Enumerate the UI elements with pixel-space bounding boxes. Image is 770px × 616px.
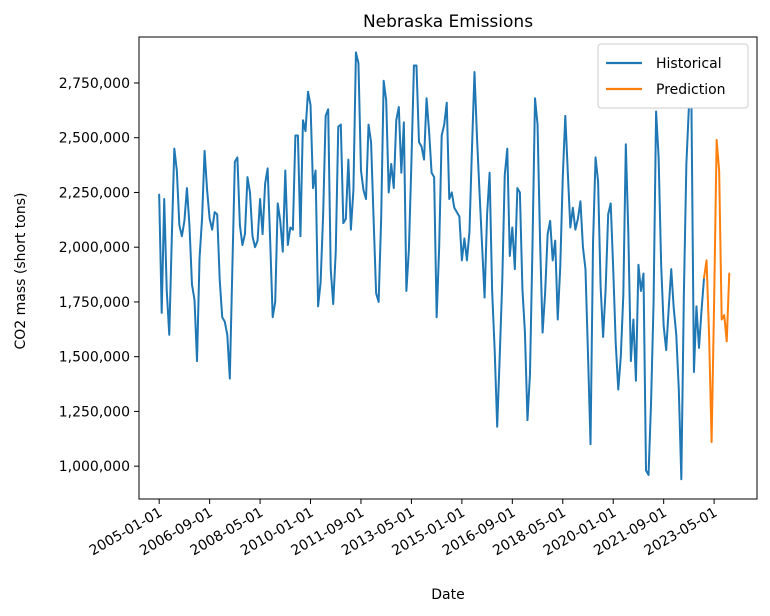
y-axis: 1,000,000 1,250,000 1,500,000 1,750,000 2,00… [59, 76, 139, 475]
y-tick-label: 1,250,000 [59, 404, 130, 420]
x-axis-label: Date [431, 587, 464, 603]
legend-box [597, 43, 749, 109]
series-line-prediction [703, 138, 731, 444]
plot-frame [138, 36, 758, 500]
series-lines [158, 51, 731, 481]
x-axis: 2005-01-012006-09-012008-05-012010-01-01… [87, 499, 720, 559]
y-tick-label: 1,500,000 [59, 350, 130, 366]
y-axis-label: CO2 mass (short tons) [13, 193, 29, 350]
y-tick-label: 2,750,000 [59, 76, 130, 92]
legend-label-prediction: Prediction [656, 82, 726, 98]
y-tick-label: 2,250,000 [59, 185, 130, 201]
plot-area: 2005-01-012006-09-012008-05-012010-01-01… [59, 36, 758, 559]
legend: Historical Prediction [597, 43, 749, 109]
series-line-historical [158, 51, 706, 481]
y-tick-label: 1,750,000 [59, 295, 130, 311]
y-tick-label: 2,500,000 [59, 131, 130, 147]
chart-title: Nebraska Emissions [363, 12, 533, 32]
legend-label-historical: Historical [656, 56, 722, 72]
y-tick-label: 2,000,000 [59, 240, 130, 256]
y-tick-label: 1,000,000 [59, 459, 130, 475]
